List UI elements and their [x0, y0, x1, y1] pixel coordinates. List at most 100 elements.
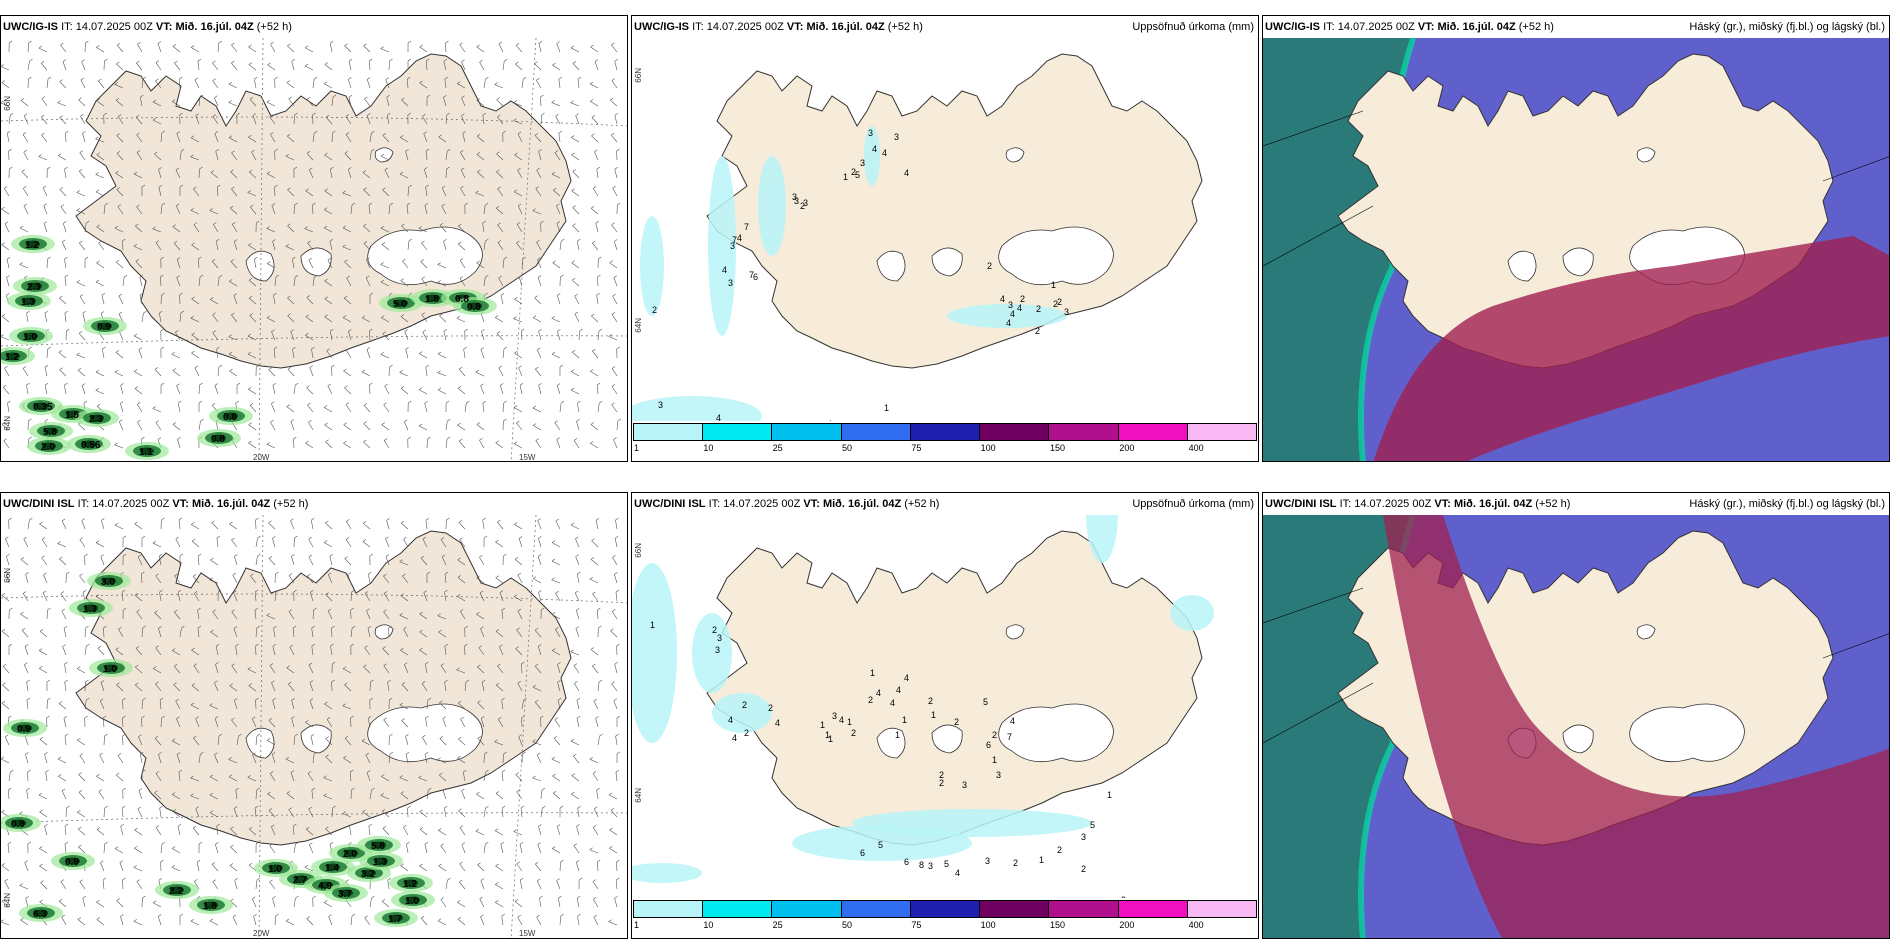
precip-value-label: 2: [851, 167, 856, 177]
gust-value-label: 1.0: [405, 896, 419, 907]
precip-value-label: 5: [855, 170, 860, 180]
lat-label-66: 66N: [634, 68, 643, 83]
precip-value-label: 1: [1051, 280, 1056, 290]
gust-value-label: 1.0: [23, 332, 37, 343]
wind-map: 3.0 1.3 1.0 0.9 0.9 6.3 0.9 2.2 1.8 1.0 2.7 4.9 3.7 1…: [1, 514, 627, 938]
precip-value-label: 4: [904, 673, 909, 683]
valid-time: Mið. 16.júl. 04Z: [191, 498, 271, 510]
precip-value-label: 2: [939, 770, 944, 780]
gust-areas: [1, 572, 435, 927]
vt-label: VT:: [172, 498, 189, 510]
legend-color-segment: [910, 424, 981, 440]
precip-value-label: 2: [1081, 864, 1086, 874]
lat-label-64: 64N: [634, 788, 643, 803]
panel-header: UWC/DINI ISL IT: 14.07.2025 00Z VT: Mið.…: [1263, 493, 1889, 515]
precip-value-label: 2: [712, 625, 717, 635]
it-label: IT:: [1323, 21, 1335, 33]
cloud-map: [1263, 16, 1889, 461]
gust-value-label: 1.0: [268, 864, 282, 875]
vt-label: VT:: [1417, 21, 1435, 33]
lead-time: (+52 h): [1518, 21, 1554, 33]
precip-values: 234134432315474734376333224344222212341: [652, 128, 1069, 429]
precip-value-label: 7: [744, 222, 749, 232]
precip-map: 234134432315474734376333224344222212341: [632, 53, 1203, 436]
lat-label-64: 64N: [3, 416, 12, 431]
precip-value-label: 2: [800, 201, 805, 211]
vt-label: VT:: [155, 21, 173, 33]
legend-colorbar: [633, 900, 1257, 918]
iceland-landmass: [706, 53, 1203, 369]
model-name: UWC/IG-IS: [3, 21, 58, 33]
legend-color-segment: [1118, 424, 1188, 440]
lead-time: (+52 h): [904, 498, 940, 510]
init-time: 14.07.2025 00Z: [75, 21, 153, 33]
precip-value-label: 3: [803, 198, 808, 208]
precip-value-label: 2: [928, 696, 933, 706]
legend-ticks: 1 10 25 50 75 100 150 200 400: [632, 443, 1258, 457]
lon-label-15w: 15W: [519, 453, 536, 462]
precip-value-label: 7: [749, 270, 754, 280]
gust-value-label: 3.0: [101, 577, 115, 588]
precip-value-label: 1: [843, 172, 848, 182]
panel-precip-top: UWC/IG-IS IT: 14.07.2025 00Z VT: Mið. 16…: [631, 15, 1259, 462]
it-label: IT:: [692, 21, 704, 33]
precip-value-label: 2: [1036, 304, 1041, 314]
precip-value-label: 4: [1010, 716, 1015, 726]
gust-value-label: 2.3: [89, 414, 103, 425]
lon-label-20w: 20W: [253, 453, 270, 462]
precip-value-label: 1: [825, 730, 830, 740]
gust-value-label: 2.7: [293, 875, 307, 886]
gust-value-label: 5.8: [371, 841, 385, 852]
precip-value-label: 3: [868, 128, 873, 138]
model-name: UWC/DINI ISL: [3, 498, 75, 510]
legend-tick-label: 1: [634, 443, 640, 453]
field-title: Háský (gr.), miðský (fj.bl.) og lágský (…: [1689, 21, 1885, 33]
lat-label-64: 64N: [3, 893, 12, 908]
precip-value-label: 4: [872, 144, 877, 154]
gust-value-label: 2.2: [169, 886, 183, 897]
precip-value-label: 2: [744, 728, 749, 738]
model-name: UWC/IG-IS: [634, 21, 689, 33]
precip-value-label: 4: [732, 733, 737, 743]
precip-legend: 1 10 25 50 75 100 150 200 400: [632, 898, 1258, 938]
precip-value-label: 3: [996, 770, 1001, 780]
legend-tick-label: 200: [1119, 920, 1135, 930]
lat-label-64: 64N: [634, 318, 643, 333]
panel-header: UWC/DINI ISL IT: 14.07.2025 00Z VT: Mið.…: [1, 493, 627, 515]
init-time: 14.07.2025 00Z: [1337, 21, 1415, 33]
precip-value-label: 4: [716, 413, 721, 423]
legend-tick-label: 100: [980, 920, 996, 930]
precip-value-label: 4: [1017, 303, 1022, 313]
valid-time: Mið. 16.júl. 04Z: [1437, 21, 1516, 33]
legend-tick-label: 150: [1050, 443, 1066, 453]
gust-value-label: 1.3: [83, 604, 97, 615]
precip-value-label: 2: [987, 261, 992, 271]
precip-value-label: 5: [983, 697, 988, 707]
gust-areas: [1, 235, 497, 460]
precip-value-label: 2: [742, 700, 747, 710]
legend-colorbar: [633, 423, 1257, 441]
precip-value-label: 3: [985, 856, 990, 866]
mid-cloud-field: [1383, 515, 1889, 938]
vt-label: VT:: [803, 498, 820, 510]
legend-tick-label: 150: [1050, 920, 1066, 930]
precip-value-label: 5: [878, 840, 883, 850]
lat-label-66: 66N: [3, 568, 12, 583]
panel-cloud-bottom: UWC/DINI ISL IT: 14.07.2025 00Z VT: Mið.…: [1262, 492, 1890, 939]
gust-value-label: 4.9: [318, 881, 332, 892]
precip-value-label: 2: [868, 695, 873, 705]
lead-time: (+52 h): [273, 498, 309, 510]
gust-value-label: 5.0: [393, 299, 407, 310]
legend-tick-label: 75: [911, 920, 922, 930]
precip-value-label: 1: [1107, 790, 1112, 800]
field-title: Uppsöfnuð úrkoma (mm): [1132, 21, 1254, 33]
model-name: UWC/DINI ISL: [634, 498, 706, 510]
precip-value-label: 3: [794, 196, 799, 206]
precip-value-label: 4: [722, 265, 727, 275]
panel-cloud-top: UWC/IG-IS IT: 14.07.2025 00Z VT: Mið. 16…: [1262, 15, 1890, 462]
precip-value-label: 4: [737, 233, 742, 243]
precip-value-label: 4: [882, 148, 887, 158]
gust-value-label: 0.56: [81, 440, 101, 451]
precip-value-label: 3: [1008, 300, 1013, 310]
gust-value-label: 1.7: [388, 914, 402, 925]
